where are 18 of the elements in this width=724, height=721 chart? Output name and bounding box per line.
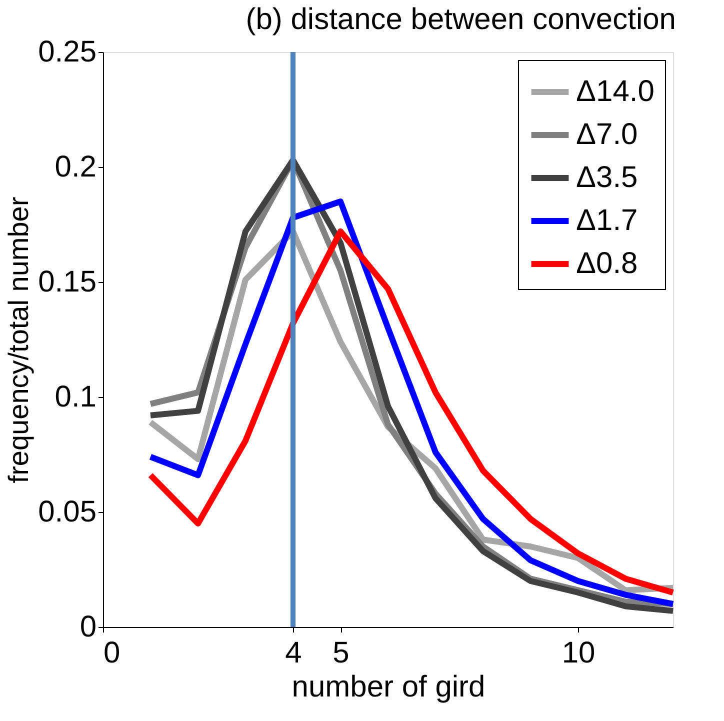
y-tick-label: 0.1 (54, 380, 96, 414)
y-tick-label: 0.2 (54, 150, 96, 184)
x-axis-title: number of gird (292, 670, 486, 704)
x-tick-label: 0 (104, 636, 120, 670)
legend-label: Δ1.7 (576, 204, 638, 237)
legend-label: Δ3.5 (576, 161, 638, 194)
x-tick-label: 5 (332, 636, 350, 670)
x-tick-label: 10 (562, 636, 596, 670)
legend-label: Δ0.8 (576, 247, 638, 280)
legend-label: Δ14.0 (576, 75, 654, 108)
y-tick-label: 0.15 (38, 266, 96, 298)
y-axis-title: frequency/total number (3, 196, 34, 484)
legend-label: Δ7.0 (576, 118, 638, 151)
y-tick-label: 0.25 (38, 36, 96, 68)
y-tick-label: 0 (80, 610, 96, 644)
y-tick-label: 0.05 (38, 496, 96, 528)
chart-title: (b) distance between convection (246, 3, 676, 36)
x-tick-label: 4 (285, 636, 302, 670)
